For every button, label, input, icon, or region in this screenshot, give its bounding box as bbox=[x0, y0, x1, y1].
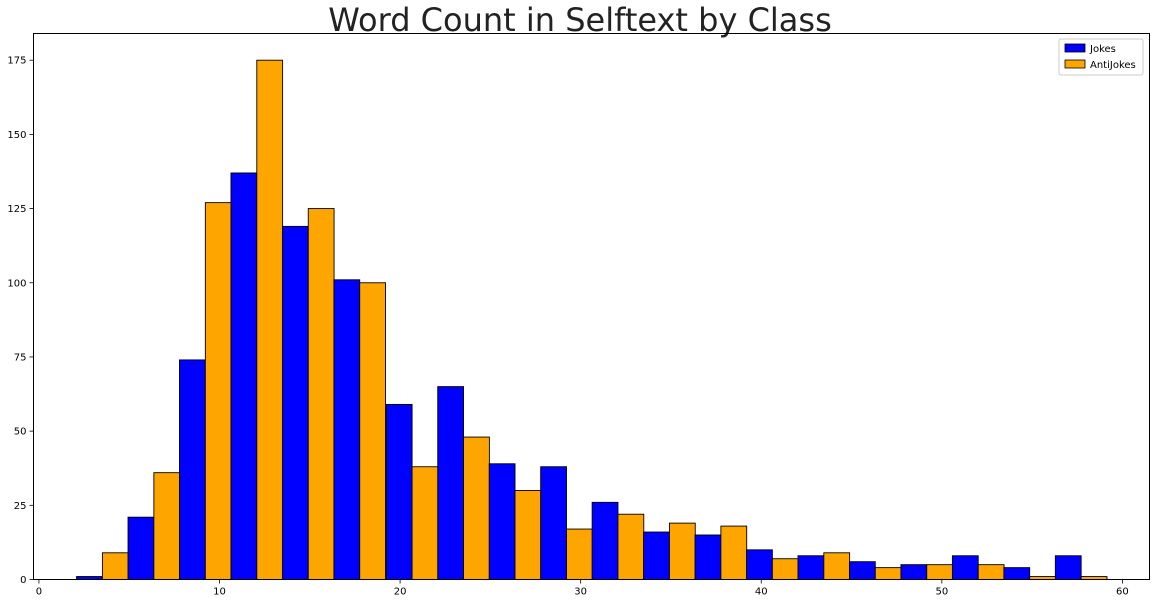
x-tick-label: 40 bbox=[755, 587, 768, 598]
bar-antijokes-10 bbox=[617, 513, 645, 580]
bar-jokes-15 bbox=[849, 561, 876, 580]
bar-antijokes-11 bbox=[668, 522, 696, 580]
bar-jokes-9 bbox=[540, 466, 567, 580]
y-tick-label: 0 bbox=[20, 575, 26, 586]
bar-jokes-8 bbox=[488, 463, 516, 580]
bar-antijokes-2 bbox=[204, 202, 232, 580]
plot-frame bbox=[33, 33, 1150, 580]
y-tick-label: 175 bbox=[7, 56, 26, 67]
y-tick-label: 125 bbox=[7, 204, 26, 215]
x-axis: 0 10 20 30 40 50 60 bbox=[36, 579, 1129, 598]
x-tick-label: 60 bbox=[1116, 587, 1129, 598]
bar-jokes-3 bbox=[230, 172, 258, 580]
bar-jokes-18 bbox=[1003, 567, 1031, 580]
bar-jokes-11 bbox=[643, 531, 670, 580]
bar-jokes-6 bbox=[385, 403, 413, 580]
bar-jokes-19 bbox=[1054, 555, 1082, 580]
y-tick-label: 75 bbox=[14, 352, 27, 363]
bar-antijokes-7 bbox=[463, 436, 490, 580]
x-tick-label: 30 bbox=[574, 587, 587, 598]
x-tick-label: 10 bbox=[213, 587, 226, 598]
legend-label-jokes: Jokes bbox=[1089, 44, 1116, 55]
bar-antijokes-17 bbox=[977, 564, 1005, 580]
bar-antijokes-5 bbox=[359, 282, 386, 580]
bar-antijokes-15 bbox=[874, 567, 902, 580]
legend-swatch-jokes bbox=[1064, 43, 1086, 53]
bar-antijokes-16 bbox=[926, 564, 954, 580]
y-tick-label: 100 bbox=[7, 278, 26, 289]
bar-jokes-16 bbox=[900, 564, 928, 580]
y-tick-label: 50 bbox=[14, 427, 27, 438]
y-tick-label: 150 bbox=[7, 130, 26, 141]
bar-jokes-14 bbox=[797, 555, 825, 580]
bar-jokes-12 bbox=[694, 534, 722, 580]
y-axis: 0 25 50 75 100 125 150 175 bbox=[7, 56, 34, 586]
bar-jokes-10 bbox=[591, 501, 619, 580]
bar-jokes-1 bbox=[127, 516, 155, 580]
bar-antijokes-12 bbox=[720, 525, 748, 580]
bar-antijokes-0 bbox=[101, 552, 129, 580]
bar-antijokes-8 bbox=[514, 490, 542, 580]
y-tick-label: 25 bbox=[14, 501, 27, 512]
bars-group bbox=[76, 59, 1108, 580]
bar-antijokes-3 bbox=[256, 59, 284, 580]
bar-jokes-4 bbox=[281, 225, 309, 580]
bar-jokes-7 bbox=[437, 386, 465, 580]
bar-antijokes-9 bbox=[566, 528, 593, 580]
bar-antijokes-14 bbox=[823, 552, 851, 580]
bar-jokes-17 bbox=[951, 555, 979, 580]
legend-swatch-antijokes bbox=[1064, 59, 1086, 69]
chart-title: Word Count in Selftext by Class bbox=[328, 1, 832, 39]
bar-jokes-2 bbox=[179, 359, 206, 580]
bar-antijokes-6 bbox=[411, 466, 439, 580]
bar-jokes-13 bbox=[746, 549, 773, 580]
legend-label-antijokes: AntiJokes bbox=[1090, 60, 1136, 71]
bar-jokes-5 bbox=[333, 279, 361, 580]
x-tick-label: 20 bbox=[394, 587, 407, 598]
bar-antijokes-1 bbox=[153, 472, 181, 580]
bar-antijokes-13 bbox=[771, 558, 799, 580]
legend: Jokes AntiJokes bbox=[1058, 38, 1144, 76]
x-tick-label: 50 bbox=[935, 587, 948, 598]
bar-antijokes-4 bbox=[307, 208, 335, 580]
x-tick-label: 0 bbox=[36, 587, 42, 598]
